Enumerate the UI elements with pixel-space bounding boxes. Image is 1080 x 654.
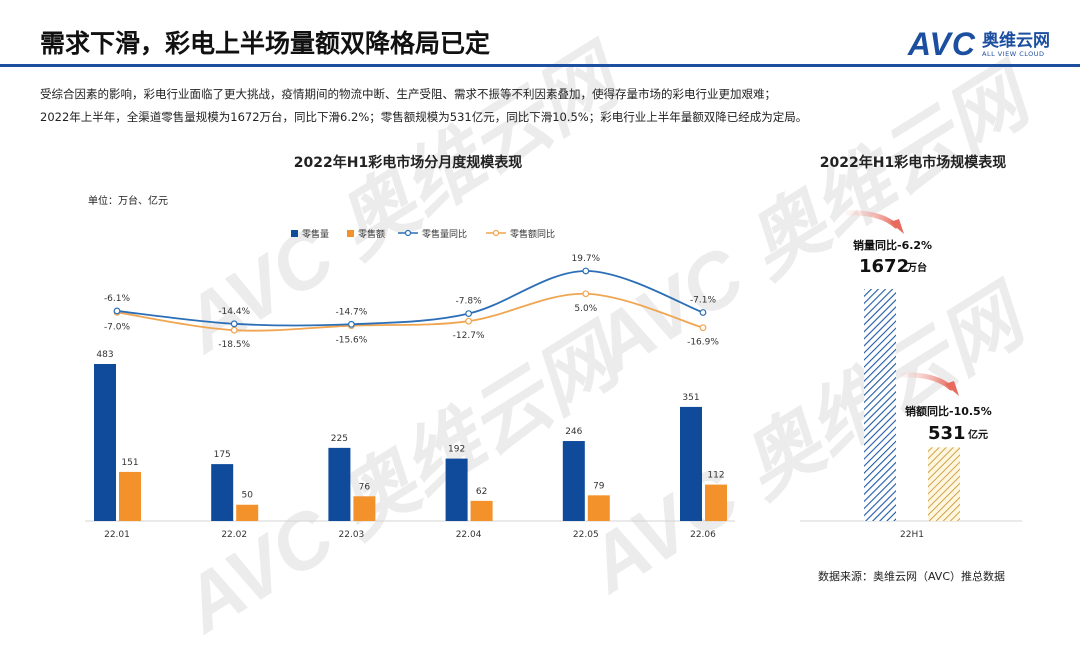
x-tick-label: 22.05	[573, 530, 599, 540]
bar-label-amount: 151	[121, 458, 138, 468]
h1-marks: 22H1	[864, 289, 960, 540]
logo-cn-text: 奥维云网	[982, 30, 1050, 51]
label-volume-yoy: -6.1%	[104, 294, 131, 304]
label-amount-yoy: -7.0%	[104, 322, 131, 332]
label-amount-yoy: -12.7%	[453, 331, 485, 341]
charts-svg: 2022年H1彩电市场分月度规模表现 单位：万台、亿元 零售量 零售额 零售量同…	[85, 154, 1022, 540]
bar-label-volume: 175	[214, 450, 231, 460]
bar-amount-22.04	[470, 500, 493, 521]
bar-h1-amount	[928, 447, 960, 521]
page-title: 需求下滑，彩电上半场量额双降格局已定	[40, 29, 491, 58]
x-tick-label: 22.02	[221, 530, 247, 540]
h1-chart-title: 2022年H1彩电市场规模表现	[820, 154, 1006, 171]
legend-swatch-amount	[347, 230, 354, 237]
bar-volume-22.06	[680, 406, 702, 521]
point-amount-yoy	[230, 326, 238, 334]
h1-amount-yoy: 销额同比-10.5%	[905, 404, 992, 418]
point-volume-yoy	[699, 309, 707, 316]
label-volume-yoy: 19.7%	[572, 254, 601, 264]
logo-cn-block: 奥维云网 ALL VIEW CLOUD	[982, 32, 1050, 58]
label-amount-yoy: -16.9%	[687, 338, 719, 348]
legend-swatch-volume	[291, 230, 298, 237]
bar-h1-volume	[864, 289, 896, 521]
description-line-2: 2022年上半年，全渠道零售量规模为1672万台，同比下滑6.2%；零售额规模为…	[40, 110, 808, 124]
h1-volume-unit: 万台	[906, 261, 927, 274]
bar-label-volume: 246	[565, 427, 582, 437]
bar-label-amount: 112	[707, 471, 724, 481]
x-tick-label: 22.01	[104, 530, 130, 540]
legend-label-amount: 零售额	[358, 228, 385, 240]
bar-amount-22.06	[705, 484, 727, 521]
h1-amount-value: 531	[928, 423, 966, 444]
point-amount-yoy	[699, 324, 707, 332]
legend-marker-volume-yoy	[404, 229, 412, 237]
bar-label-volume: 483	[96, 350, 113, 360]
arrow-volume-icon	[845, 210, 899, 229]
arrow-amount-icon	[900, 372, 954, 391]
line-amount-yoy	[116, 292, 704, 332]
arrow-volume-head-icon	[890, 219, 904, 234]
h1-volume-value: 1672	[859, 256, 909, 277]
bar-amount-22.02	[236, 504, 259, 521]
bar-label-volume: 351	[682, 393, 699, 403]
label-volume-yoy: -7.8%	[456, 297, 483, 307]
description-line-1: 受综合因素的影响，彩电行业面临了更大挑战，疫情期间的物流中断、生产受阻、需求不振…	[40, 87, 776, 101]
line-volume-yoy	[116, 270, 704, 327]
data-source: 数据来源：奥维云网（AVC）推总数据	[817, 570, 1005, 583]
legend-label-volume-yoy: 零售量同比	[422, 228, 467, 240]
h1-x-tick-label: 22H1	[900, 530, 924, 540]
label-amount-yoy: 5.0%	[574, 304, 597, 314]
bar-volume-22.04	[445, 458, 468, 521]
avc-logo: AVC 奥维云网 ALL VIEW CLOUD	[908, 26, 1050, 63]
bar-label-amount: 79	[593, 481, 605, 491]
arrow-amount-head-icon	[945, 381, 959, 396]
bar-volume-22.02	[211, 464, 234, 521]
logo-en-text: ALL VIEW CLOUD	[982, 49, 1045, 58]
logo-avc-text: AVC	[907, 26, 976, 62]
point-volume-yoy	[465, 310, 473, 317]
header-divider	[0, 64, 1080, 67]
point-volume-yoy	[113, 307, 121, 315]
label-amount-yoy: -18.5%	[218, 340, 250, 350]
bar-label-amount: 76	[359, 482, 371, 492]
point-volume-yoy	[348, 320, 355, 328]
legend: 零售量 零售额 零售量同比 零售额同比	[291, 228, 555, 240]
unit-label: 单位：万台、亿元	[88, 194, 168, 207]
point-amount-yoy	[582, 290, 590, 298]
point-amount-yoy	[465, 317, 473, 325]
legend-marker-amount-yoy	[492, 229, 500, 237]
h1-amount-unit: 亿元	[968, 428, 988, 441]
monthly-marks: 483 151 22.01 175 50 22.02 225 76 22.03 192 62 22.0…	[94, 254, 727, 540]
label-volume-yoy: -7.1%	[690, 296, 717, 306]
bar-label-volume: 225	[331, 434, 348, 444]
bar-volume-22.05	[562, 441, 585, 521]
x-tick-label: 22.06	[690, 530, 716, 540]
h1-volume-yoy: 销量同比-6.2%	[853, 238, 932, 252]
bar-volume-22.01	[94, 364, 116, 521]
label-amount-yoy: -15.6%	[335, 336, 367, 346]
bar-amount-22.01	[119, 471, 141, 521]
bar-amount-22.05	[587, 495, 610, 521]
point-volume-yoy	[582, 267, 590, 275]
monthly-chart-title: 2022年H1彩电市场分月度规模表现	[294, 154, 522, 171]
x-tick-label: 22.03	[339, 530, 365, 540]
label-volume-yoy: -14.4%	[218, 307, 250, 317]
x-tick-label: 22.04	[456, 530, 482, 540]
bar-volume-22.03	[328, 447, 351, 521]
bar-label-amount: 50	[241, 491, 253, 501]
legend-label-volume: 零售量	[302, 228, 329, 240]
legend-label-amount-yoy: 零售额同比	[510, 228, 555, 240]
point-volume-yoy	[230, 320, 238, 328]
bar-label-volume: 192	[448, 445, 465, 455]
label-volume-yoy: -14.7%	[335, 307, 367, 317]
bar-amount-22.03	[353, 496, 376, 521]
bar-label-amount: 62	[476, 487, 487, 497]
